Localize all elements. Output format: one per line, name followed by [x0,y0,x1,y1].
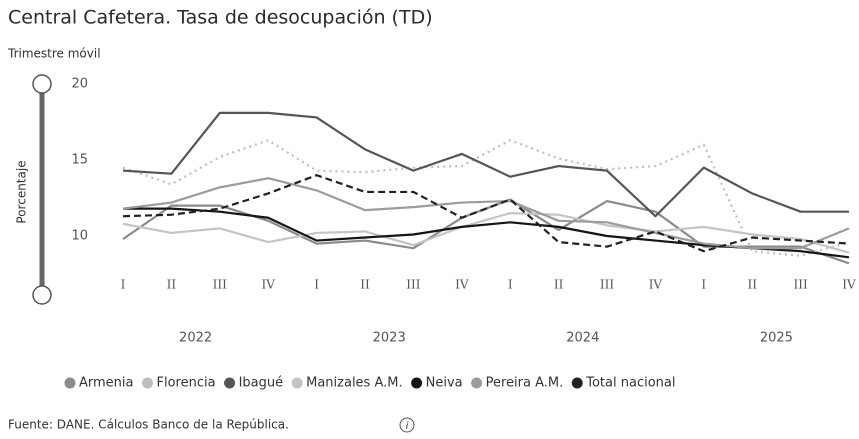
year-label: 2025 [760,331,793,346]
legend-swatch [142,377,153,389]
x-tick-label: II [360,278,370,292]
legend-swatch [471,377,483,389]
y-tick-label: 20 [71,77,88,92]
info-icon[interactable]: i [399,417,415,433]
legend-item: Manizales A.M. [291,376,403,391]
x-tick-label: II [747,278,757,292]
y-tick-label: 10 [71,229,88,244]
year-label: 2024 [566,331,599,346]
x-tick-label: III [213,278,227,292]
legend-label: Manizales A.M. [306,376,402,391]
svg-text:i: i [406,421,409,432]
year-label: 2022 [179,331,212,346]
legend-item: Ibagué [224,376,283,391]
x-tick-label: IV [261,278,275,292]
x-tick-label: IV [842,278,856,292]
x-tick-label: III [600,278,614,292]
legend-swatch [224,377,236,389]
series-line [122,212,850,254]
legend-swatch [411,377,423,389]
year-label: 2023 [373,331,406,346]
series-line [122,174,850,253]
y-axis-label: Porcentaje [15,160,29,223]
legend-label: Pereira A.M. [486,376,564,391]
legend-item: Armenia [64,376,134,391]
legend-label: Florencia [157,376,216,391]
legend-swatch [64,377,76,389]
series-line [122,177,850,250]
y-tick-label: 15 [71,153,88,168]
legend-item: Neiva [411,376,463,391]
x-tick-label: I [314,278,319,292]
x-tick-label: III [793,278,807,292]
legend-label: Total nacional [585,376,675,391]
x-tick-label: I [701,278,706,292]
subtitle: Trimestre móvil [7,47,101,61]
legend-swatch [571,377,583,389]
legend-label: Ibagué [239,376,284,391]
chart-title: Central Cafetera. Tasa de desocupación (… [8,7,433,29]
legend-item: Total nacional [571,376,675,391]
legend-swatch [291,377,303,389]
source: Fuente: DANE. Cálculos Banco de la Repúb… [8,418,289,432]
legend-label: Armenia [79,376,134,391]
legend-item: Pereira A.M. [471,376,563,391]
series-line [122,139,850,257]
slider [14,74,52,305]
x-tick-label: II [554,278,564,292]
legend-label: Neiva [426,376,463,391]
x-tick-label: I [508,278,513,292]
x-tick-label: IV [649,278,663,292]
x-tick-label: II [167,278,177,292]
x-tick-label: I [121,278,126,292]
legend-item: Florencia [142,376,216,391]
series-line [122,111,849,218]
x-tick-label: III [406,278,420,292]
x-tick-label: IV [455,278,469,292]
